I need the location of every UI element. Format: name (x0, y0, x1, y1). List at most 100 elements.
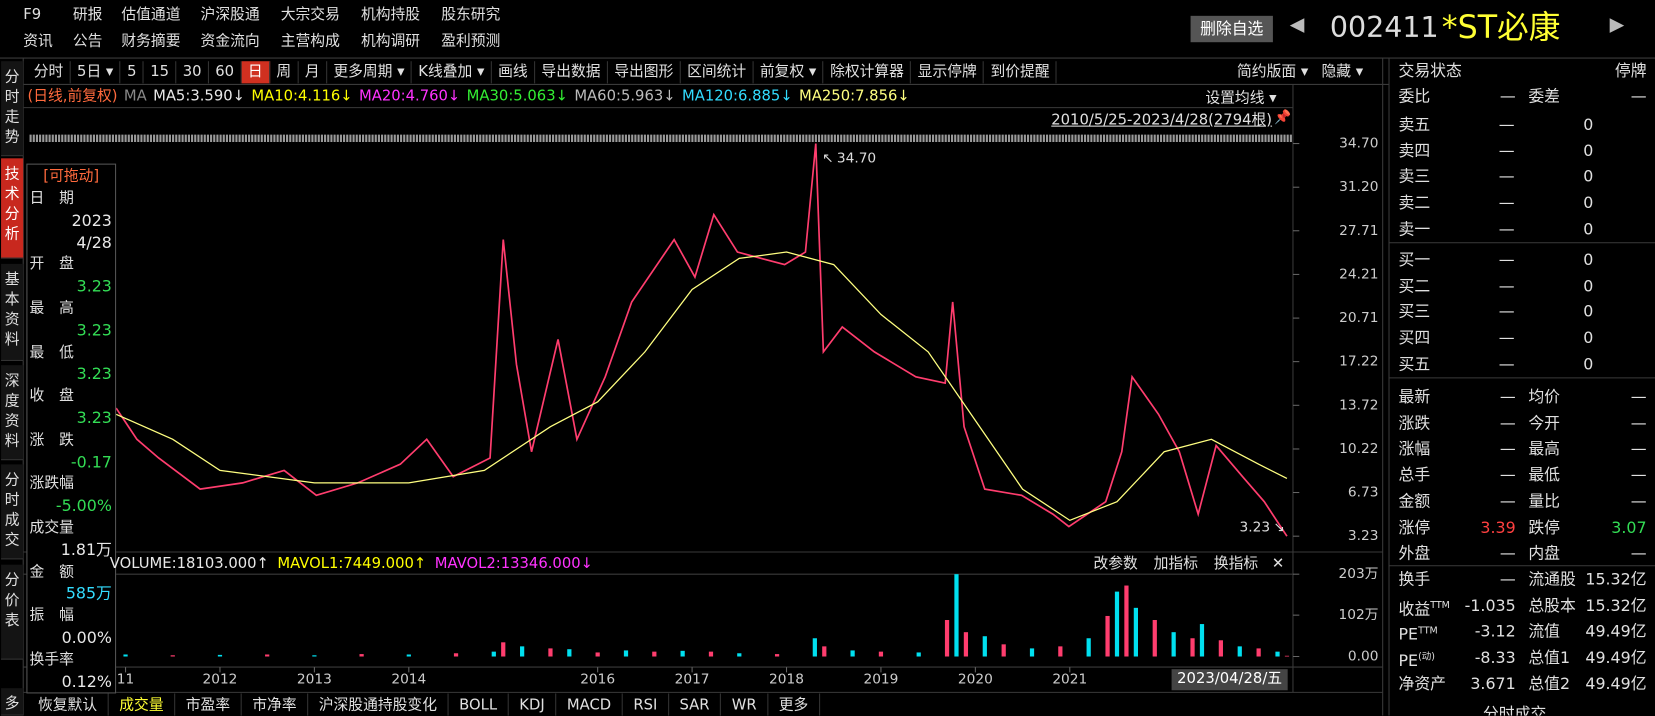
bottom-tab[interactable]: KDJ (509, 693, 557, 716)
side-tab[interactable]: 分时成交 (1, 464, 24, 560)
menu-item[interactable]: 股东研究 (441, 6, 501, 24)
prev-arrow[interactable]: ◀ (1289, 13, 1305, 36)
x-tick-label: 2018 (769, 672, 804, 688)
volume-bar (822, 646, 827, 657)
toolbar-button[interactable]: 显示停牌 (911, 61, 985, 84)
info-label: 最 高 (29, 299, 74, 317)
delete-favorite-button[interactable]: 删除自选 (1190, 15, 1273, 43)
ma-legend-item: MA30:5.063↓ (466, 87, 568, 105)
toolbar-button[interactable]: K线叠加 ▾ (412, 61, 492, 84)
quote-label: 跌停 (1528, 517, 1561, 537)
menu-item[interactable]: 资讯 (23, 32, 53, 50)
book-label: 买五 (1398, 354, 1431, 374)
menu-item[interactable]: 估值通道 (121, 6, 181, 24)
toolbar-button[interactable]: 导出图形 (608, 61, 681, 84)
info-value: -5.00% (55, 496, 112, 516)
quote-label: 最新 (1398, 387, 1431, 407)
toolbar-button[interactable]: 月 (298, 61, 327, 84)
cursor-date: 2023/04/28/五 (1171, 669, 1288, 691)
menu-item[interactable]: 公告 (72, 32, 103, 50)
bottom-tab[interactable]: RSI (623, 693, 669, 716)
menu-item[interactable]: 盈利预测 (441, 32, 501, 50)
price-line (115, 251, 1288, 522)
volume-bar (595, 652, 600, 657)
bottom-tab[interactable]: MACD (556, 693, 623, 716)
volume-bar (1199, 624, 1205, 657)
bottom-tab[interactable]: 沪深股通持股变化 (308, 693, 449, 716)
toolbar-button[interactable]: 5日 ▾ (71, 61, 121, 84)
toolbar-button[interactable]: 画线 (492, 61, 536, 84)
next-arrow[interactable]: ▶ (1609, 13, 1625, 36)
bottom-tab[interactable]: WR (721, 693, 769, 716)
toolbar-button[interactable]: 30 (176, 61, 209, 84)
bottom-tab[interactable]: SAR (669, 693, 722, 716)
book-price: — (1498, 219, 1515, 239)
indicator-button[interactable]: 加指标 (1153, 555, 1198, 573)
toolbar-button[interactable]: 导出数据 (535, 61, 608, 84)
bottom-tab[interactable]: 成交量 (109, 693, 176, 716)
side-tab[interactable]: 技术分析 (1, 158, 24, 259)
quote-label: 收益TTM (1398, 599, 1450, 619)
bottom-tab[interactable]: 市净率 (242, 693, 309, 716)
toolbar-button[interactable]: 简约版面 ▾ (1237, 63, 1309, 81)
quote-value: 15.32亿 (1585, 569, 1647, 589)
side-tab[interactable]: 基本资料 (1, 263, 24, 361)
toolbar-button[interactable]: 到价提醒 (984, 61, 1057, 84)
toolbar-button[interactable]: 15 (144, 61, 177, 84)
menu-item[interactable]: 研报 (72, 6, 103, 24)
side-tab[interactable]: 深度资料 (1, 365, 24, 461)
info-value: -0.17 (70, 452, 112, 472)
side-tab[interactable]: 多 (1, 688, 24, 716)
ma-settings-button[interactable]: 设置均线 ▾ (1205, 89, 1277, 107)
toolbar-button[interactable]: 分时 (27, 61, 71, 84)
toolbar-button[interactable]: 前复权 ▾ (754, 61, 824, 84)
toolbar-button[interactable]: 除权计算器 (824, 61, 912, 84)
menu-item[interactable]: 机构持股 (360, 6, 421, 24)
bottom-tab[interactable]: 更多 (768, 693, 820, 716)
indicator-button[interactable]: 换指标 (1213, 555, 1259, 573)
menu-item[interactable]: F9 (23, 6, 42, 24)
quote-label: 涨停 (1398, 517, 1431, 537)
toolbar-button[interactable]: 周 (270, 61, 299, 84)
volume-bar (548, 648, 553, 657)
menu-item[interactable]: 机构调研 (360, 32, 421, 50)
side-tab[interactable]: 分时走势 (1, 61, 24, 157)
indicator-button[interactable]: 改参数 (1093, 555, 1138, 573)
ma-legend-item: MA10:4.116↓ (251, 87, 353, 105)
quote-label: 涨跌 (1398, 413, 1431, 433)
toolbar-button[interactable]: 更多周期 ▾ (327, 61, 412, 84)
menu-item[interactable]: 资金流向 (200, 32, 260, 50)
volume-bar (1171, 632, 1176, 657)
menu-item[interactable]: 大宗交易 (280, 6, 340, 24)
toolbar-button[interactable]: 日 (241, 61, 270, 84)
quote-value: — (1499, 569, 1516, 589)
volume-bar (123, 654, 128, 657)
toolbar-button[interactable]: 隐藏 ▾ (1321, 63, 1364, 81)
volume-bar (774, 654, 780, 657)
bottom-tab[interactable]: 恢复默认 (27, 693, 109, 716)
menu-item[interactable]: 沪深股通 (200, 6, 260, 24)
volume-bar (567, 649, 572, 657)
bottom-tab[interactable]: 市盈率 (175, 693, 242, 716)
menu-item[interactable]: 财务摘要 (121, 32, 181, 50)
ma-legend-item: MA5:3.590↓ (153, 87, 246, 105)
book-volume: 0 (1583, 141, 1594, 161)
volume-bar (265, 654, 270, 657)
indicator-button[interactable]: ✕ (1271, 555, 1285, 573)
quote-label: 均价 (1528, 387, 1561, 407)
bottom-tab[interactable]: BOLL (449, 693, 509, 716)
menu-item[interactable]: 主营构成 (280, 32, 340, 50)
toolbar-button[interactable]: 60 (209, 61, 242, 84)
book-label: 卖四 (1398, 141, 1431, 161)
volume-bar (491, 651, 496, 657)
quote-value: — (1499, 465, 1516, 485)
side-tab[interactable]: 分价表 (1, 564, 24, 660)
quote-label: 净资产 (1398, 674, 1447, 694)
annotation-arrow: ↘ (1273, 520, 1285, 536)
quote-label: 金额 (1398, 491, 1431, 511)
volume-bar (878, 651, 884, 657)
book-price: — (1498, 250, 1515, 270)
toolbar-button[interactable]: 5 (121, 61, 144, 84)
volume-bar (453, 653, 459, 657)
toolbar-button[interactable]: 区间统计 (681, 61, 754, 84)
